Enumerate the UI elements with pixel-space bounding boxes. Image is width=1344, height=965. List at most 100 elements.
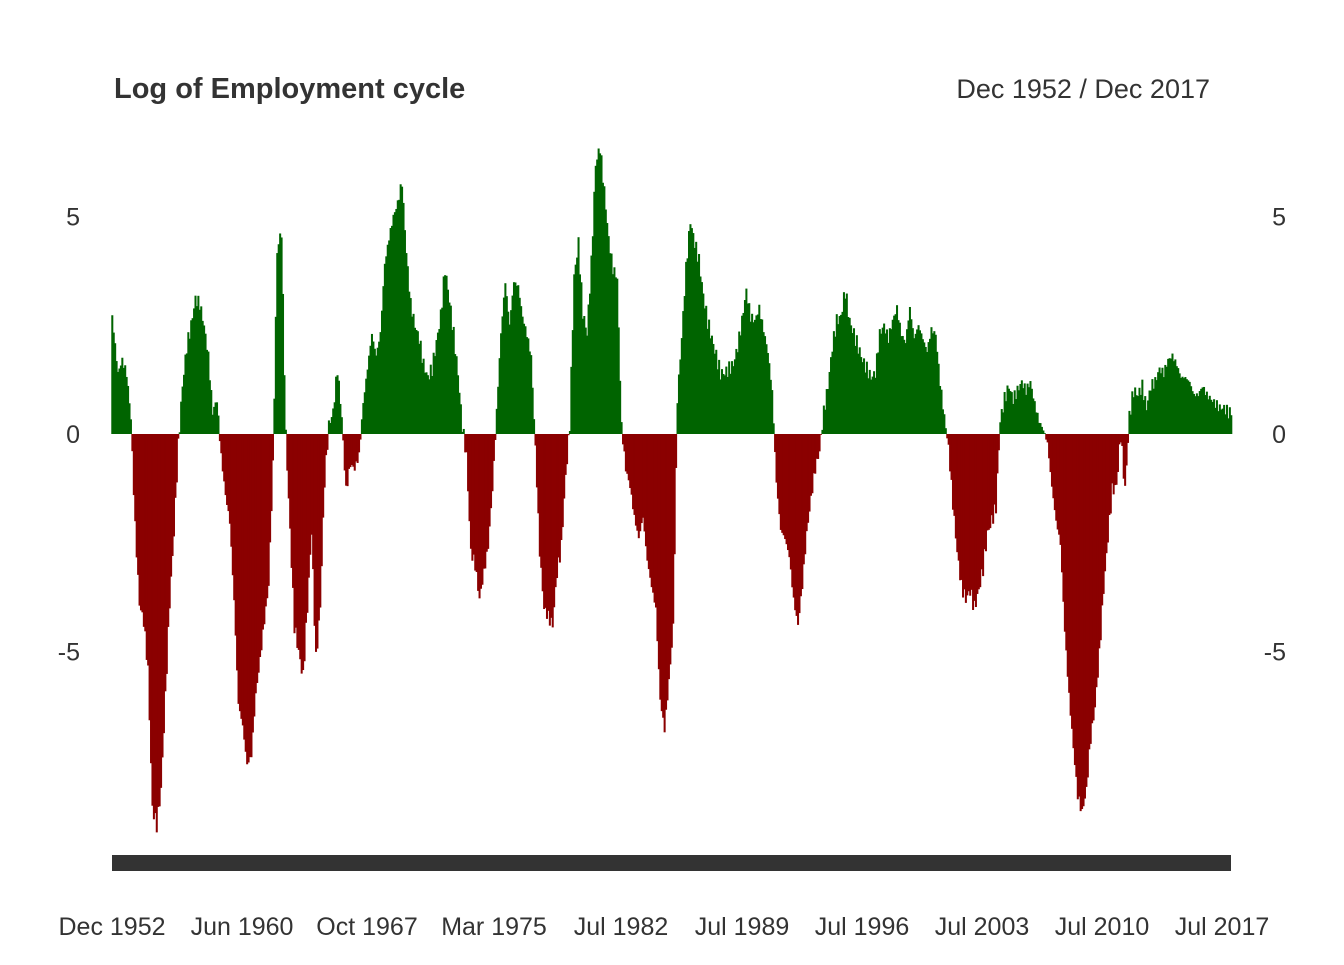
bar	[900, 336, 903, 434]
bar	[405, 253, 408, 434]
bar	[769, 379, 772, 434]
bar	[266, 434, 269, 599]
bar	[1128, 410, 1131, 434]
bar	[507, 311, 510, 434]
bar	[111, 315, 114, 434]
bar	[593, 191, 596, 434]
bar	[1118, 434, 1121, 445]
bar	[1157, 372, 1160, 434]
bar	[434, 356, 437, 434]
bar	[478, 434, 481, 599]
bar	[705, 305, 708, 434]
bar	[821, 429, 824, 434]
bar	[122, 367, 125, 434]
bar	[888, 328, 891, 434]
bar	[353, 434, 356, 471]
bar	[1174, 359, 1177, 434]
bar	[931, 333, 934, 434]
bar	[339, 403, 342, 434]
bar	[768, 363, 771, 434]
bar	[352, 434, 355, 467]
bar	[230, 434, 233, 547]
bar	[337, 380, 340, 434]
bar	[498, 358, 501, 434]
bar	[1115, 434, 1118, 485]
bar	[794, 434, 797, 611]
bar	[495, 408, 498, 434]
bar	[756, 314, 759, 434]
bar	[439, 309, 442, 434]
bar	[118, 368, 121, 434]
bar	[563, 434, 566, 499]
bar	[1185, 379, 1188, 434]
bar	[993, 434, 996, 505]
bar	[154, 434, 157, 814]
bar	[903, 339, 906, 434]
bar	[534, 434, 537, 446]
x-tick-label: Jun 1960	[191, 913, 294, 941]
bar	[805, 434, 808, 532]
bar	[758, 304, 761, 434]
bar	[622, 434, 625, 445]
bar	[413, 327, 417, 434]
bar	[187, 332, 190, 434]
bar	[659, 434, 662, 700]
bar	[795, 434, 798, 616]
bar	[403, 230, 406, 434]
bar	[1002, 412, 1005, 434]
bar	[502, 297, 505, 434]
bar	[1112, 434, 1115, 495]
bar	[861, 362, 864, 434]
bar	[274, 316, 277, 434]
bar	[284, 429, 287, 434]
bar	[891, 319, 894, 434]
bar	[1210, 399, 1213, 434]
bar	[792, 434, 795, 598]
bar	[538, 434, 541, 557]
bar	[167, 434, 170, 627]
bar	[162, 434, 165, 734]
bar	[1132, 397, 1135, 434]
bar	[898, 322, 901, 434]
bar	[870, 379, 873, 434]
bar	[267, 434, 270, 586]
bar	[798, 434, 801, 614]
bar	[1081, 434, 1084, 810]
bar	[649, 434, 652, 578]
bar	[1099, 434, 1102, 641]
bar	[343, 434, 346, 471]
bar	[137, 434, 140, 575]
bar	[703, 308, 706, 434]
bar	[951, 434, 954, 510]
y-tick-label-left: 0	[66, 421, 80, 449]
bar	[147, 434, 150, 666]
bar	[639, 434, 642, 532]
bar	[388, 240, 391, 434]
bar	[838, 316, 841, 434]
bar	[785, 434, 788, 545]
bar	[976, 434, 979, 594]
bar	[782, 434, 785, 536]
bar	[623, 434, 626, 452]
bar	[379, 332, 382, 434]
bar	[1181, 376, 1184, 434]
bar	[733, 359, 736, 434]
bar	[632, 434, 635, 510]
bar	[609, 253, 612, 434]
bar	[1056, 434, 1059, 530]
bar	[586, 335, 589, 434]
bar	[728, 361, 731, 434]
bar	[125, 376, 128, 434]
bar	[511, 295, 514, 434]
bar	[741, 315, 744, 434]
bar	[662, 434, 665, 718]
bar	[1019, 384, 1022, 434]
bar	[766, 353, 769, 434]
bar	[916, 329, 919, 434]
bar	[1221, 408, 1224, 434]
bar	[1076, 434, 1079, 800]
bar	[1192, 393, 1196, 434]
bar	[455, 356, 458, 434]
bar	[436, 332, 439, 434]
bar	[257, 434, 260, 673]
